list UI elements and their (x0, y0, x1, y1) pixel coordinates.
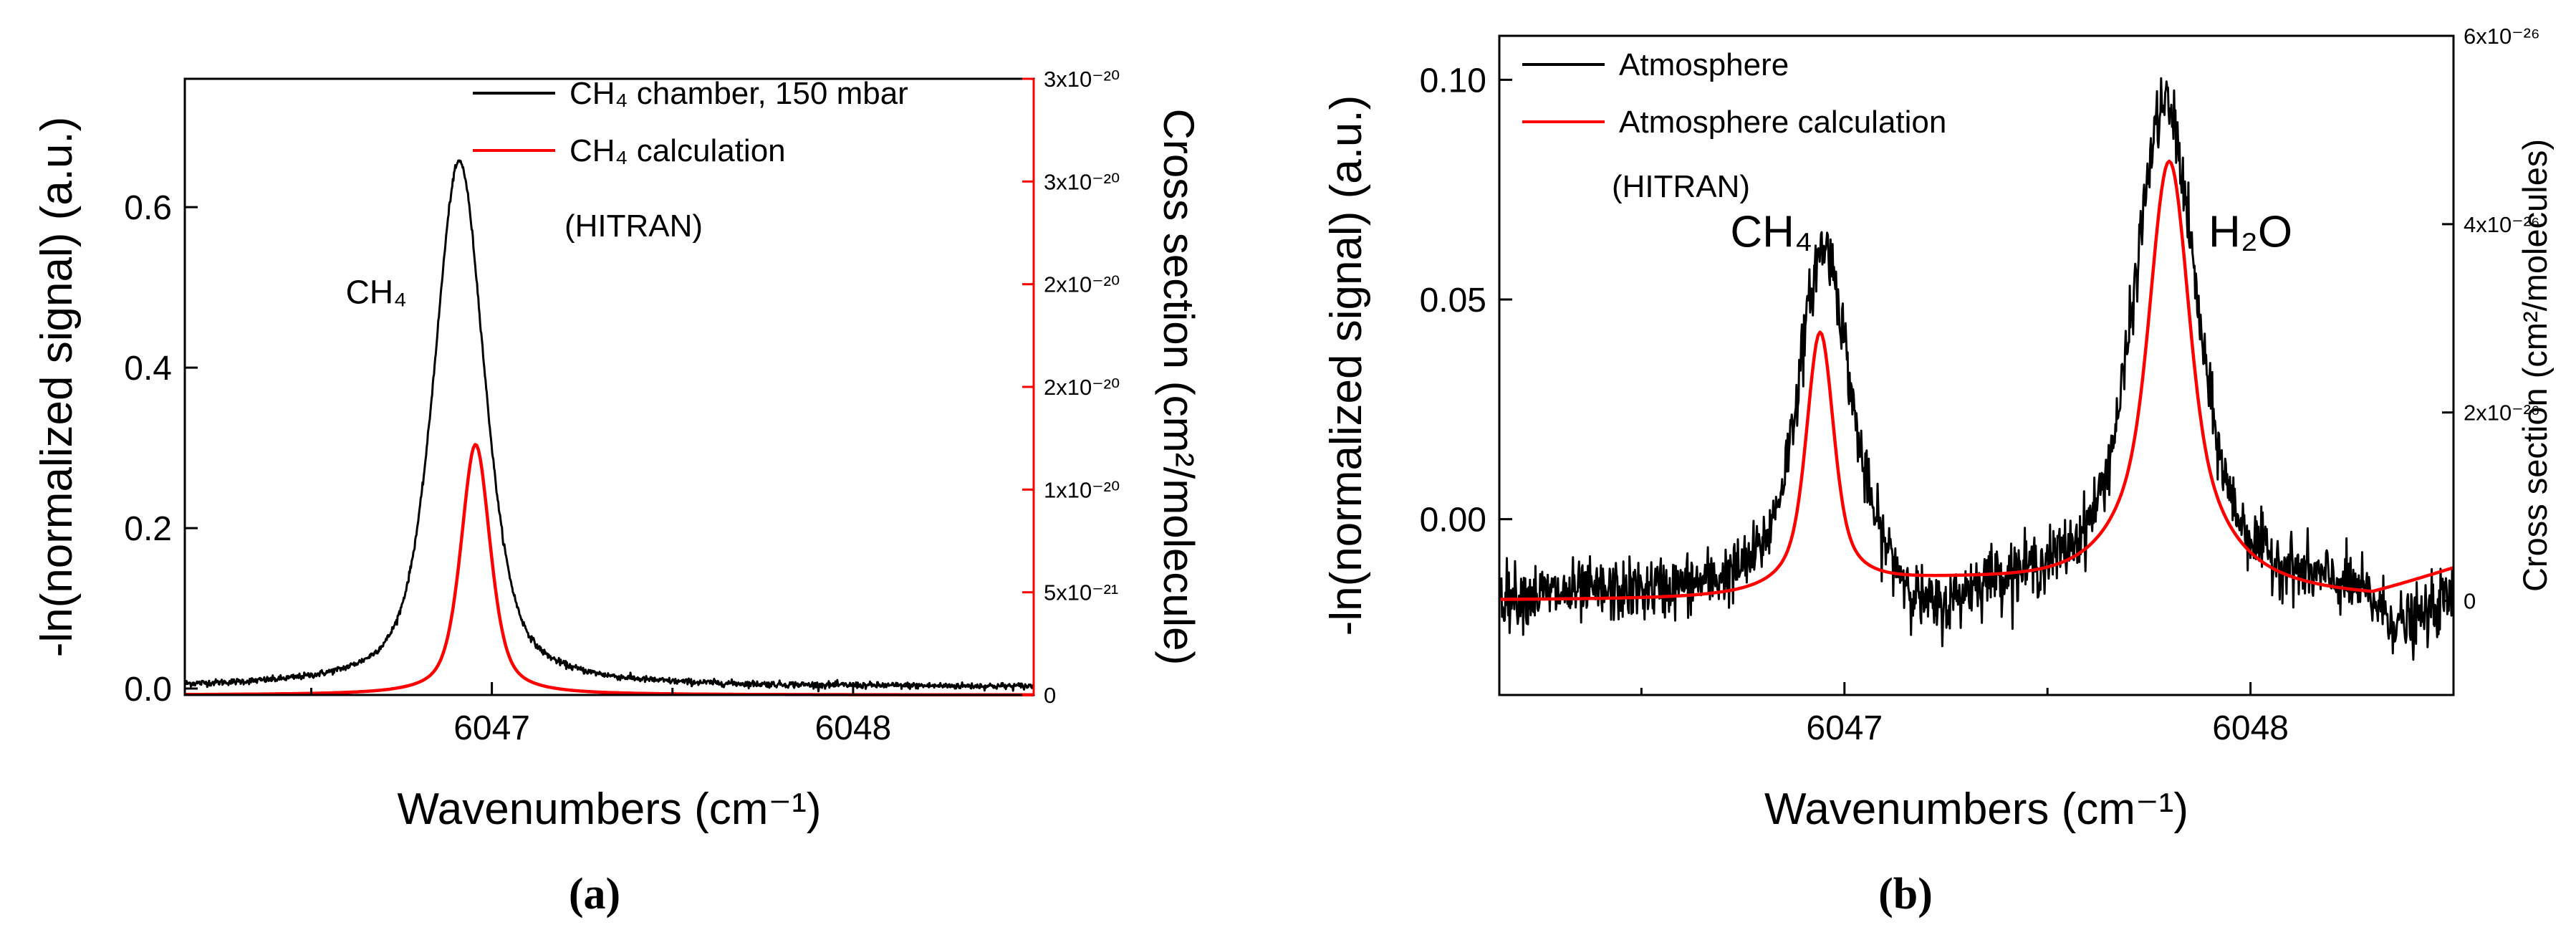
series-line-b-1 (1499, 159, 2454, 601)
annotation-b-1: H₂O (2209, 207, 2292, 256)
plot-frame-a (183, 77, 1035, 696)
legend-extra-b: (HITRAN) (1612, 169, 1750, 204)
y2-tick-label-b-2: 4x10⁻²⁶ (2464, 212, 2540, 237)
y2-tick-label-b-1: 2x10⁻²⁶ (2464, 401, 2540, 426)
y2-axis-label-b: Cross section (cm²/molecules) (2516, 139, 2554, 592)
legend-label-b-0: Atmosphere (1619, 47, 1789, 82)
x-tick-label-a-1: 6048 (814, 709, 891, 747)
y2-tick-label-a-5: 3x10⁻²⁰ (1044, 169, 1120, 194)
y-tick-label-a-2: 0.4 (124, 350, 172, 388)
y-tick-label-b-1: 0.05 (1420, 282, 1486, 320)
legend-label-a-0: CH₄ chamber, 150 mbar (569, 76, 908, 111)
y2-tick-label-a-4: 2x10⁻²⁰ (1044, 272, 1120, 297)
y-axis-label-b: -ln(normalized signal) (a.u.) (1322, 95, 1371, 636)
panel-caption-b: (b) (1878, 870, 1933, 919)
y-tick-label-a-3: 0.6 (124, 189, 172, 227)
y2-tick-label-a-1: 5x10⁻²¹ (1044, 580, 1118, 605)
annotation-b-0: CH₄ (1730, 207, 1812, 256)
plot-frame-b (1498, 34, 2455, 696)
y-tick-label-a-0: 0.0 (124, 671, 172, 709)
y2-tick-label-b-3: 6x10⁻²⁶ (2464, 24, 2540, 49)
y2-tick-label-a-2: 1x10⁻²⁰ (1044, 477, 1120, 502)
y-tick-label-b-2: 0.10 (1420, 62, 1486, 100)
legend-label-a-1: CH₄ calculation (569, 133, 786, 168)
legend-label-b-1: Atmosphere calculation (1619, 105, 1946, 140)
y-tick-label-b-0: 0.00 (1420, 502, 1486, 540)
x-tick-label-b-0: 6047 (1806, 709, 1883, 747)
y-axis-label-a: -ln(normalized signal) (a.u.) (32, 117, 82, 658)
panel-caption-a: (a) (569, 870, 620, 919)
x-axis-label-a: Wavenumbers (cm⁻¹) (398, 785, 822, 834)
legend-extra-a: (HITRAN) (564, 208, 703, 244)
y2-tick-label-a-0: 0 (1044, 683, 1056, 708)
annotation-a-0: CH₄ (346, 274, 407, 311)
y2-tick-label-a-3: 2x10⁻²⁰ (1044, 375, 1120, 400)
series-line-b-0 (1498, 77, 2455, 661)
series-line-a-0 (183, 159, 1035, 693)
y2-axis-label-a: Cross section (cm²/molecule) (1155, 109, 1203, 666)
x-tick-label-b-1: 6048 (2212, 709, 2289, 747)
panel-a: 6047 6048 0.0 0.2 0.4 0.6 0 5x10⁻²¹ 1x10⁻²⁰ 2x10⁻… (32, 67, 1203, 919)
x-axis-label-b: Wavenumbers (cm⁻¹) (1764, 785, 2188, 834)
y2-tick-label-a-6: 3x10⁻²⁰ (1044, 67, 1120, 92)
y2-tick-label-b-0: 0 (2464, 589, 2476, 614)
series-line-a-1 (185, 443, 1034, 697)
x-tick-label-a-0: 6047 (453, 709, 530, 747)
y-tick-label-a-1: 0.2 (124, 510, 172, 548)
panel-b: 6047 6048 0.00 0.05 0.10 0 2x10⁻²⁶ 4x10⁻²⁶ 6x10⁻… (1322, 24, 2554, 919)
